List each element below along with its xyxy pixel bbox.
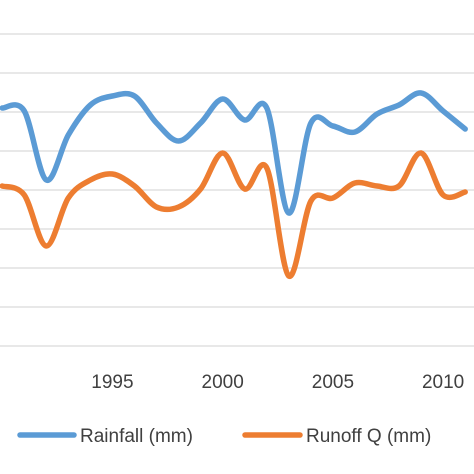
series-line-runoff — [0, 150, 468, 279]
series-line-rainfall — [0, 90, 468, 216]
series-lines — [0, 90, 468, 279]
x-tick-label: 2010 — [422, 372, 464, 393]
x-tick-label: 1995 — [91, 372, 133, 393]
x-tick-label: 2000 — [202, 372, 244, 393]
legend-label: Rainfall (mm) — [80, 426, 193, 447]
legend-label: Runoff Q (mm) — [306, 426, 431, 447]
x-axis-tick-labels: 1995 2000 2005 2010 — [91, 372, 464, 393]
gridlines — [0, 33, 474, 347]
legend: Rainfall (mm) Runoff Q (mm) — [17, 426, 431, 447]
x-tick-label: 2005 — [312, 372, 354, 393]
